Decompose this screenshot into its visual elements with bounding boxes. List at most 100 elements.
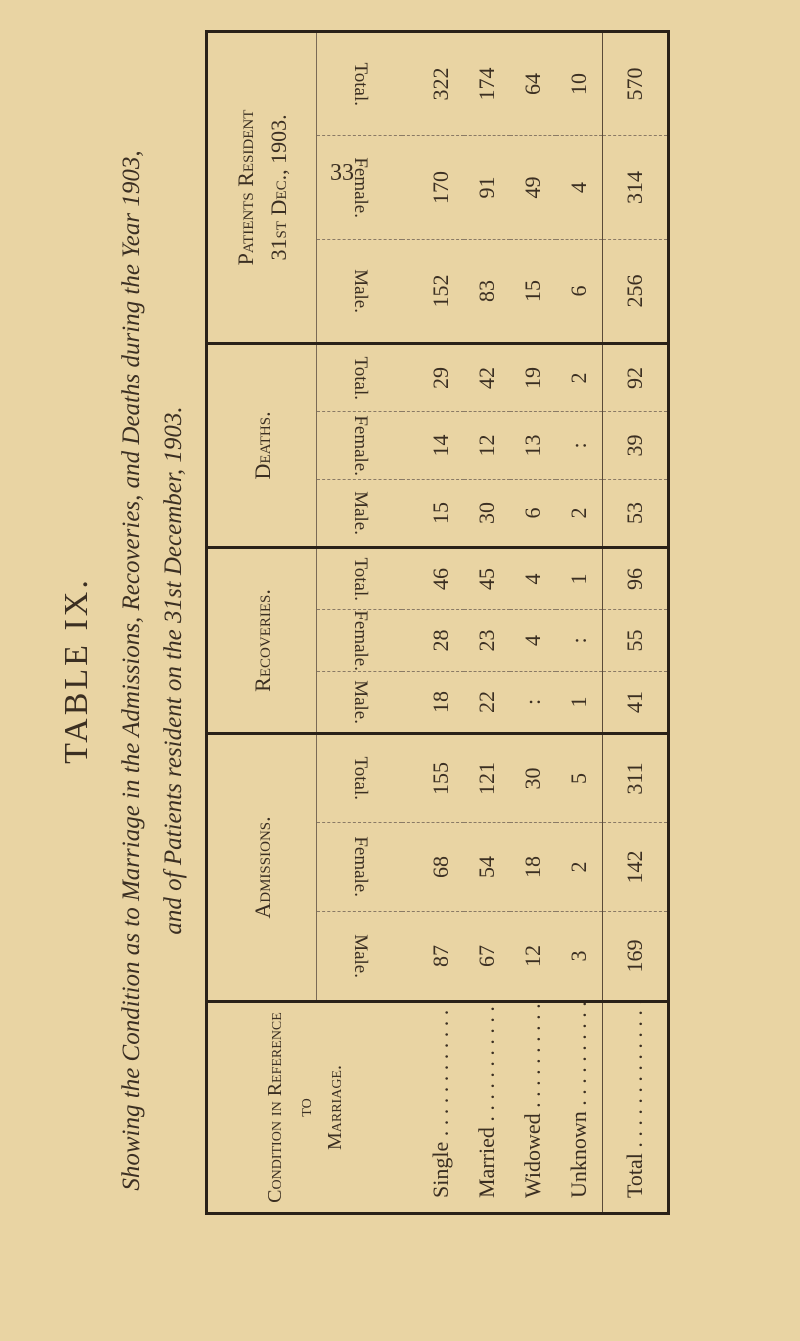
cell-value: 68 <box>402 822 464 912</box>
cell-value: 10 <box>556 31 603 136</box>
subheader-text: Total. <box>349 557 371 601</box>
cell-value: 3 <box>556 911 603 1002</box>
cell-value: 1 <box>556 671 603 734</box>
total-row: Total169142311415596533992256314570 <box>602 31 669 1214</box>
cell-value: 142 <box>602 822 669 912</box>
cell-value: 1 <box>556 547 603 610</box>
cell-value: 256 <box>602 239 669 344</box>
cell-value: 28 <box>402 609 464 672</box>
patients-resident-line2: 31st Dec., 1903. <box>266 114 291 261</box>
cell-value: 91 <box>464 135 510 240</box>
cell-value: : <box>556 609 603 672</box>
subheader-male: Male. <box>316 239 402 344</box>
cell-value: 41 <box>602 671 669 734</box>
cell-value: 14 <box>402 411 464 480</box>
cell-value: 96 <box>602 547 669 610</box>
cell-value: 170 <box>402 135 464 240</box>
subheader-text: Female. <box>349 157 371 218</box>
subheader-male: Male. <box>316 671 402 734</box>
cell-value: 4 <box>510 609 556 672</box>
cell-value: 15 <box>402 479 464 548</box>
cell-value: 570 <box>602 31 669 136</box>
subheader-text: Male. <box>349 491 371 535</box>
subheader-text: Female. <box>349 610 371 671</box>
cell-value: 6 <box>556 239 603 344</box>
subheader-text: Male. <box>349 680 371 724</box>
cell-value: 2 <box>556 479 603 548</box>
cell-value: 45 <box>464 547 510 610</box>
cell-value: 19 <box>510 343 556 412</box>
row-label: Widowed <box>510 1002 556 1214</box>
subheader-text: Male. <box>349 269 371 313</box>
cell-value: 155 <box>402 733 464 823</box>
condition-header-line1: Condition in Reference to <box>264 1012 316 1203</box>
subheader-total: Total. <box>316 343 402 412</box>
table-subtitle-line1: Showing the Condition as to Marriage in … <box>118 150 145 1191</box>
table-subtitle-line2: and of Patients resident on the 31st Dec… <box>160 406 187 935</box>
subheader-female: Female. <box>316 609 402 672</box>
cell-value: 23 <box>464 609 510 672</box>
subheader-female: Female. <box>316 411 402 480</box>
cell-value: 39 <box>602 411 669 480</box>
subheader-text: Total. <box>349 356 371 400</box>
cell-value: 6 <box>510 479 556 548</box>
row-label: Single <box>402 1002 464 1214</box>
cell-value: 4 <box>510 547 556 610</box>
row-label: Unknown <box>556 1002 603 1214</box>
subheader-total: Total. <box>316 733 402 823</box>
cell-value: 54 <box>464 822 510 912</box>
condition-header: Condition in Reference to Marriage. <box>207 1002 403 1214</box>
group-recoveries: Recoveries. <box>206 547 317 734</box>
cell-value: 87 <box>402 911 464 1002</box>
cell-value: 30 <box>464 479 510 548</box>
cell-value: 13 <box>510 411 556 480</box>
group-admissions: Admissions. <box>206 733 317 1002</box>
cell-value: 12 <box>464 411 510 480</box>
cell-value: 18 <box>402 671 464 734</box>
cell-value: 92 <box>602 343 669 412</box>
cell-value: 22 <box>464 671 510 734</box>
cell-value: 64 <box>510 31 556 136</box>
cell-value: 49 <box>510 135 556 240</box>
subheader-female: Female. <box>316 822 402 912</box>
subheader-text: Male. <box>349 934 371 978</box>
subheader-male: Male. <box>316 479 402 548</box>
cell-value: 12 <box>510 911 556 1002</box>
table-row: Single8768155182846151429152170322 <box>402 31 464 1213</box>
subheader-male: Male. <box>316 911 402 1002</box>
cell-value: 83 <box>464 239 510 344</box>
cell-value: 30 <box>510 733 556 823</box>
page-number: 33 <box>330 160 354 186</box>
group-deaths: Deaths. <box>206 343 317 548</box>
cell-value: 2 <box>556 822 603 912</box>
cell-value: : <box>510 671 556 734</box>
subheader-text: Female. <box>349 836 371 898</box>
cell-value: 314 <box>602 135 669 240</box>
cell-value: 5 <box>556 733 603 823</box>
cell-value: 121 <box>464 733 510 823</box>
cell-value: 4 <box>556 135 603 240</box>
subheader-total: Total. <box>316 31 402 136</box>
cell-value: 29 <box>402 343 464 412</box>
cell-value: 174 <box>464 31 510 136</box>
cell-value: 18 <box>510 822 556 912</box>
cell-value: 53 <box>602 479 669 548</box>
cell-value: 46 <box>402 547 464 610</box>
table-row: Married67541212223453012428391174 <box>464 31 510 1213</box>
subheader-text: Female. <box>349 415 371 476</box>
cell-value: 169 <box>602 911 669 1002</box>
row-label: Married <box>464 1002 510 1214</box>
subheader-total: Total. <box>316 547 402 610</box>
cell-value: 55 <box>602 609 669 672</box>
cell-value: 2 <box>556 343 603 412</box>
group-patients-resident: Patients Resident 31st Dec., 1903. <box>206 31 317 344</box>
cell-value: 42 <box>464 343 510 412</box>
subheader-text: Total. <box>349 62 371 106</box>
condition-header-line2: Marriage. <box>324 1065 346 1151</box>
cell-value: 152 <box>402 239 464 344</box>
subheader-female: Female. <box>316 135 402 240</box>
row-label: Total <box>602 1001 669 1214</box>
